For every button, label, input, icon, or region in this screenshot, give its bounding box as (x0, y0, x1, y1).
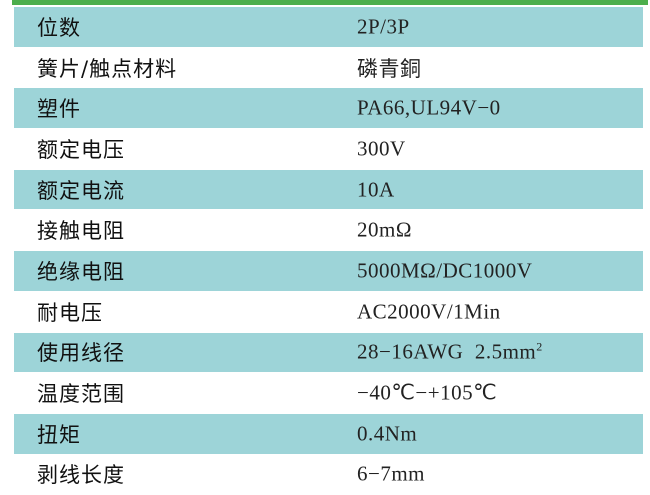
spec-value: 28−16AWG 2.5mm2 (357, 340, 543, 365)
spec-value: 磷青銅 (357, 53, 422, 83)
spec-value-text: 10A (357, 177, 395, 202)
spec-value-text: 28−16AWG 2.5mm (357, 339, 537, 364)
spec-value: AC2000V/1Min (357, 299, 501, 324)
table-row: 额定电压 300V (14, 129, 643, 170)
spec-value-text: AC2000V/1Min (357, 299, 501, 324)
spec-value-text: 5000MΩ/DC1000V (357, 258, 533, 283)
spec-value: 2P/3P (357, 14, 410, 39)
spec-label: 接触电阻 (37, 219, 125, 244)
spec-value: −40℃−+105℃ (357, 381, 497, 406)
table-row: 温度范围 −40℃−+105℃ (14, 373, 643, 414)
spec-label: 使用线径 (37, 341, 125, 366)
table-row: 剥线长度 6−7mm (14, 455, 643, 495)
spec-table: 位数 2P/3P 簧片/触点材料 磷青銅 塑件 PA66,UL94V−0 额定电压 300V 额… (14, 7, 643, 495)
table-row: 耐电压 AC2000V/1Min (14, 292, 643, 333)
spec-label: 塑件 (37, 97, 81, 122)
spec-label: 额定电流 (37, 178, 125, 203)
spec-value-text: −40℃−+105℃ (357, 380, 498, 405)
header-bar (12, 0, 648, 5)
spec-value-text: PA66,UL94V−0 (357, 95, 501, 120)
spec-value: PA66,UL94V−0 (357, 96, 501, 121)
superscript: 2 (536, 339, 543, 354)
spec-label: 剥线长度 (37, 463, 125, 488)
table-row: 绝缘电阻 5000MΩ/DC1000V (14, 251, 643, 292)
table-row: 簧片/触点材料 磷青銅 (14, 48, 643, 89)
spec-value-text: 2P/3P (357, 14, 410, 39)
spec-value: 10A (357, 177, 395, 202)
spec-value-text: 6−7mm (357, 461, 426, 486)
table-row: 位数 2P/3P (14, 7, 643, 48)
spec-value-text: 300V (357, 136, 406, 161)
spec-value-text: 0.4Nm (357, 421, 418, 446)
spec-value-text: 20mΩ (357, 217, 412, 242)
table-row: 接触电阻 20mΩ (14, 210, 643, 252)
spec-label: 额定电压 (37, 137, 125, 162)
spec-value: 300V (357, 136, 406, 161)
spec-value-text: 磷青銅 (357, 56, 422, 81)
table-row: 额定电流 10A (14, 169, 643, 211)
table-row: 塑件 PA66,UL94V−0 (14, 88, 643, 130)
spec-label: 位数 (37, 15, 81, 40)
spec-label: 耐电压 (37, 300, 103, 325)
spec-label: 扭矩 (37, 422, 81, 447)
spec-label: 簧片/触点材料 (37, 56, 178, 81)
spec-value: 5000MΩ/DC1000V (357, 258, 532, 283)
spec-label: 温度范围 (37, 382, 125, 407)
spec-label: 绝缘电阻 (37, 259, 125, 284)
spec-value: 20mΩ (357, 218, 412, 243)
table-row: 使用线径 28−16AWG 2.5mm2 (14, 332, 643, 374)
table-row: 扭矩 0.4Nm (14, 413, 643, 455)
spec-value: 6−7mm (357, 462, 425, 487)
spec-value: 0.4Nm (357, 421, 417, 446)
